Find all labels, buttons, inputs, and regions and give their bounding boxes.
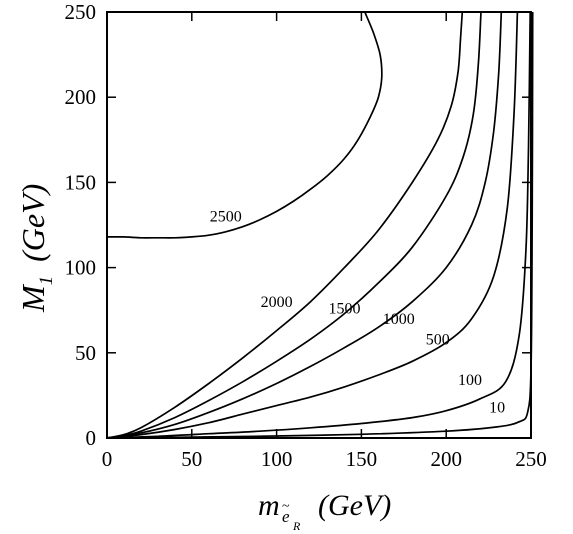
contour-curve-100 bbox=[106, 11, 532, 439]
x-tick-label-4: 200 bbox=[430, 447, 462, 471]
x-axis-symbol: m bbox=[258, 489, 280, 522]
contour-curves bbox=[106, 11, 534, 439]
contour-label-1500: 1500 bbox=[328, 301, 360, 318]
contour-curve-10 bbox=[106, 11, 534, 439]
contour-curve-2500 bbox=[106, 11, 383, 239]
contour-label-2500: 2500 bbox=[210, 209, 242, 226]
y-tick-label-0: 0 bbox=[86, 426, 97, 450]
y-tick-label-1: 50 bbox=[75, 341, 96, 365]
contour-label-1000: 1000 bbox=[383, 311, 415, 328]
x-axis-subscript-tilde: e bbox=[282, 507, 290, 526]
y-axis-symbol: M bbox=[15, 283, 51, 313]
contour-curve-1500 bbox=[106, 11, 482, 439]
svg-text:M1(GeV): M1 (GeV) bbox=[15, 184, 57, 313]
contour-label-2000: 2000 bbox=[261, 294, 293, 311]
plot-frame bbox=[106, 11, 532, 439]
contour-curve-1000 bbox=[106, 11, 503, 439]
y-axis-subscript: 1 bbox=[36, 276, 57, 286]
x-tick-label-0: 0 bbox=[102, 447, 113, 471]
y-axis-title: M1 (GeV) bbox=[15, 184, 57, 313]
x-axis-tilde-mark: ~ bbox=[282, 499, 290, 514]
x-axis-title: m bbox=[258, 489, 280, 522]
x-axis-subscript-r: R bbox=[292, 519, 301, 533]
x-axis-unit: (GeV) bbox=[318, 489, 391, 522]
contour-label-500: 500 bbox=[426, 331, 450, 348]
contour-label-100: 100 bbox=[458, 372, 482, 389]
y-tick-label-4: 200 bbox=[65, 85, 97, 109]
contour-curve-500 bbox=[106, 11, 519, 439]
y-tick-label-3: 150 bbox=[65, 170, 97, 194]
contour-labels: 2500 2000 1500 1000 500 100 10 bbox=[210, 209, 505, 417]
y-axis-unit: (GeV) bbox=[15, 184, 51, 262]
x-tick-label-5: 250 bbox=[515, 447, 547, 471]
x-tick-label-2: 100 bbox=[261, 447, 293, 471]
contour-label-10: 10 bbox=[489, 399, 505, 416]
contour-curve-2000 bbox=[106, 11, 464, 439]
x-tick-label-3: 150 bbox=[346, 447, 378, 471]
x-tick-label-1: 50 bbox=[181, 447, 202, 471]
y-tick-label-2: 100 bbox=[65, 256, 97, 280]
y-tick-label-5: 250 bbox=[65, 0, 97, 24]
